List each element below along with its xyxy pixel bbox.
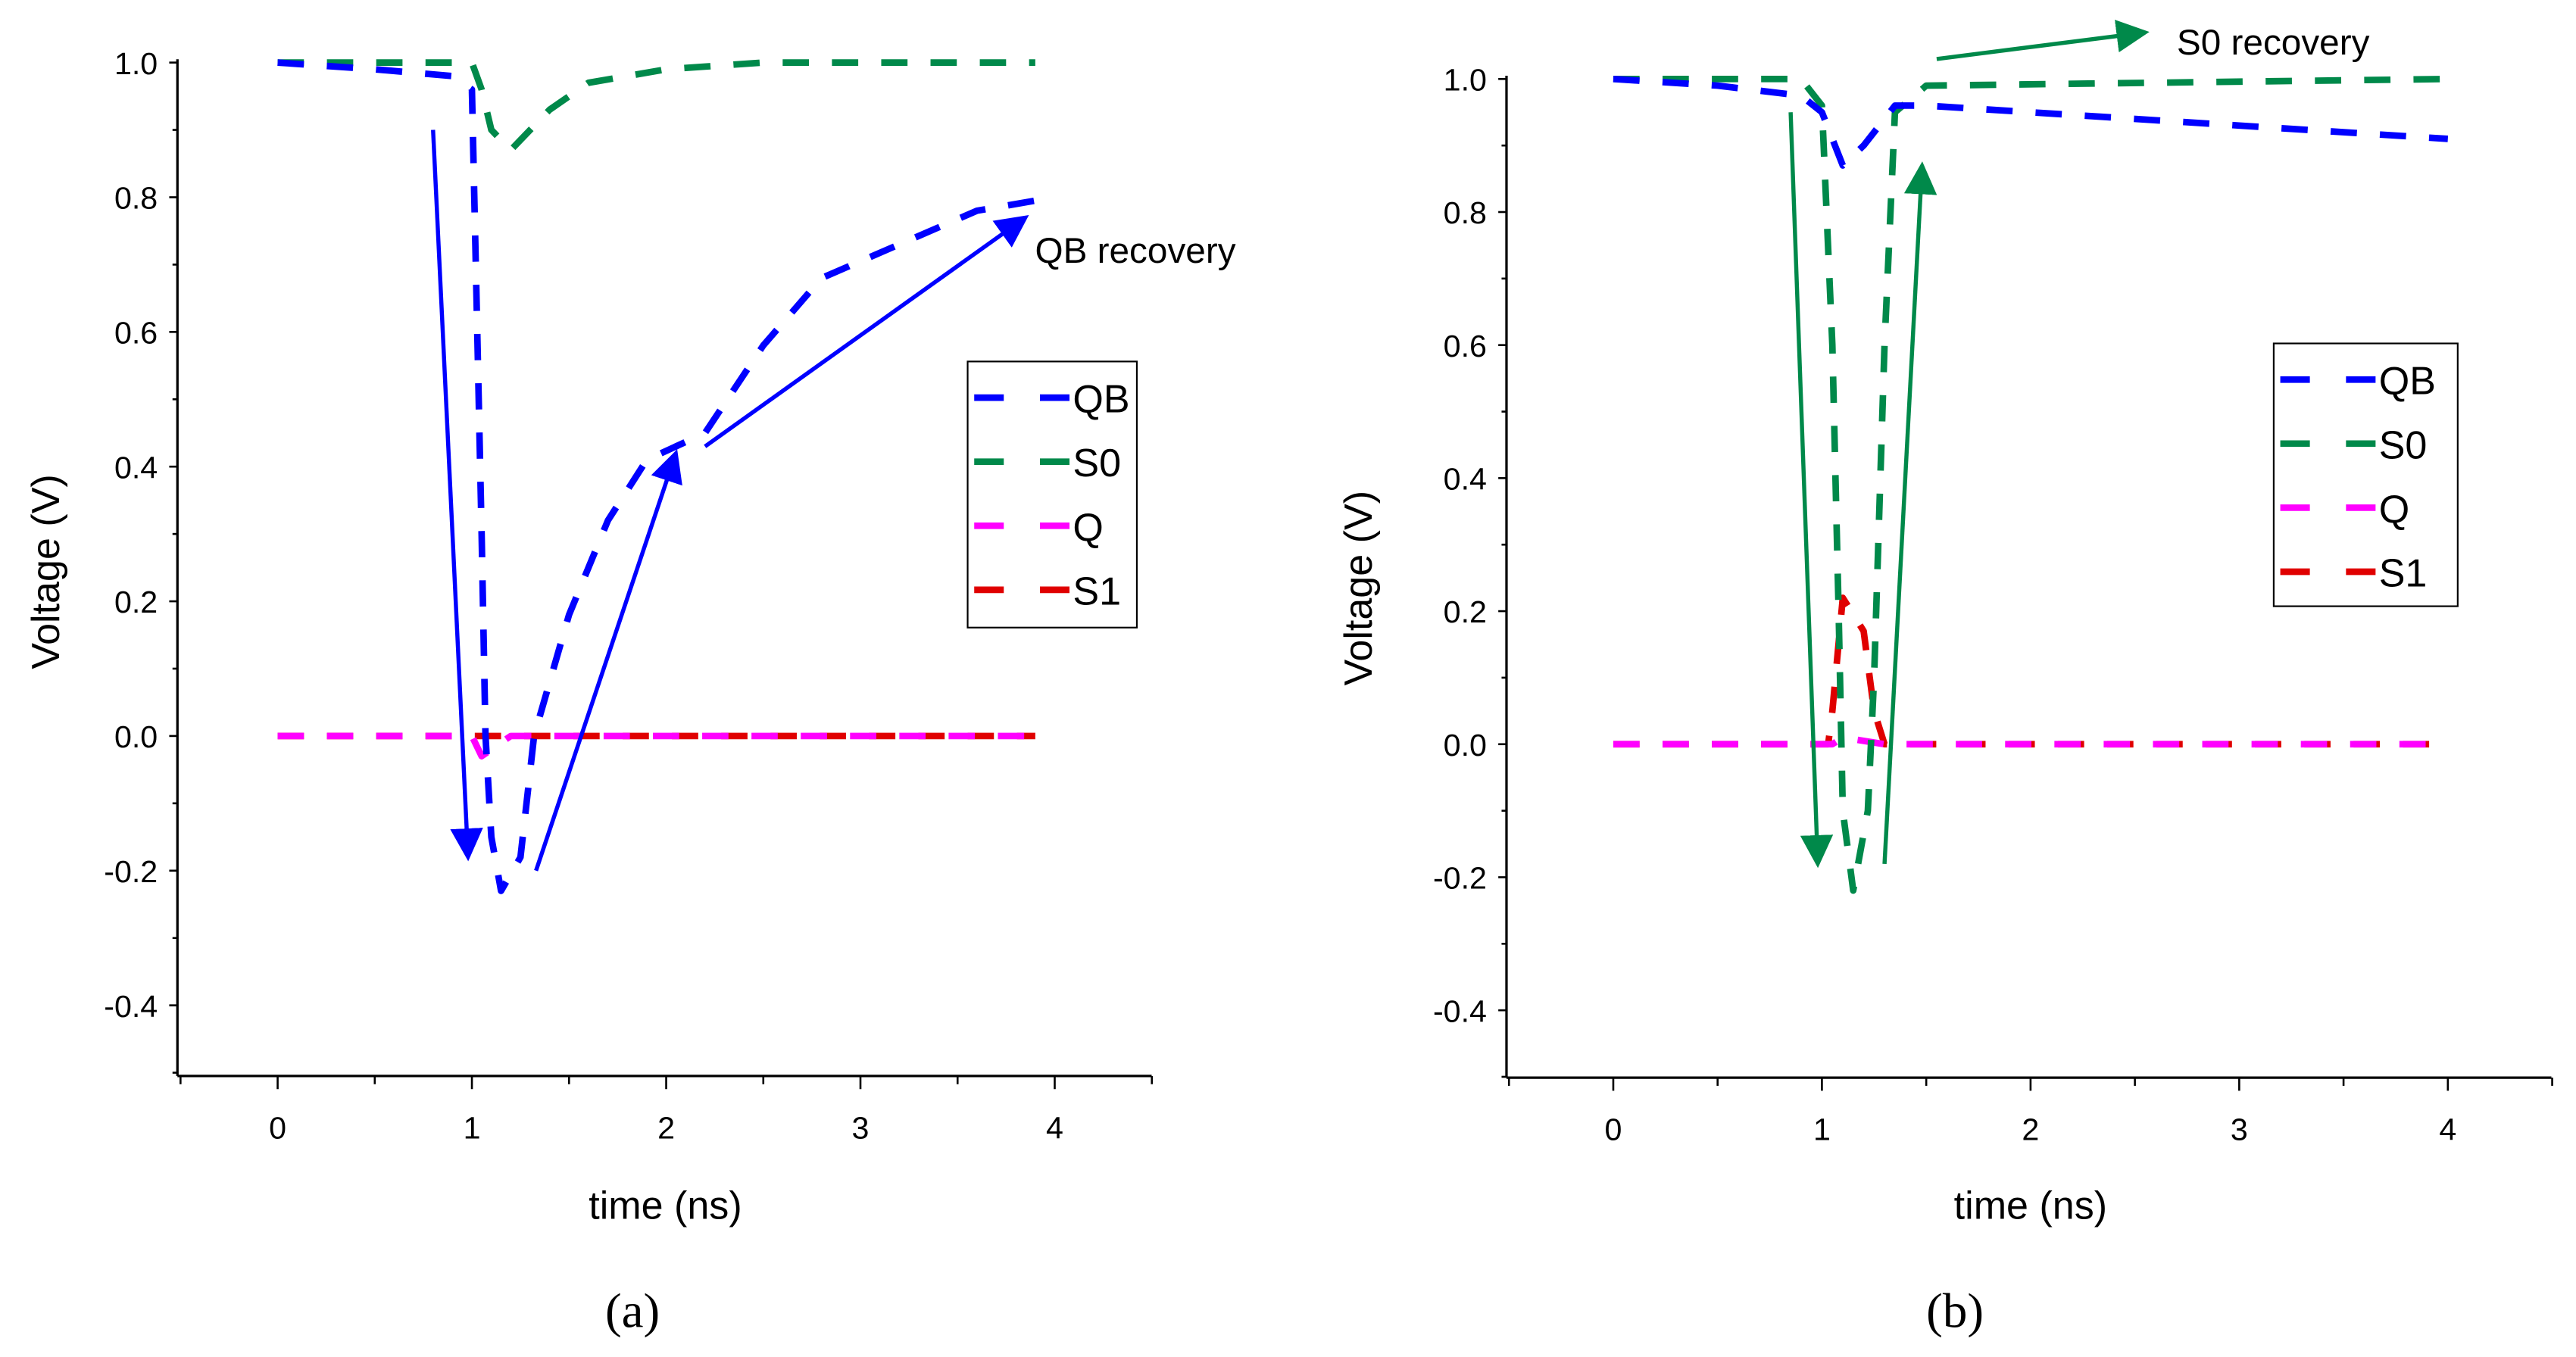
x-tick-label: 1 [1813,1112,1831,1146]
y-tick-label: -0.2 [1433,861,1487,896]
series-line-s0 [277,59,1035,154]
series-line-q [1613,734,2448,748]
legend-label: Q [1073,506,1103,550]
x-tick-label: 2 [2022,1112,2039,1146]
annotation-arrow [704,215,1029,448]
annotation-arrow [1936,20,2150,61]
y-axis-label: Voltage (V) [24,474,68,669]
y-tick-label: 0.6 [1444,329,1487,363]
y-tick-label: 0.4 [114,450,158,485]
panel-caption: (b) [1926,1284,1984,1339]
y-tick-label: 1.0 [1444,62,1487,97]
x-axis-label: time (ns) [1954,1184,2107,1228]
y-tick-label: 0.6 [114,316,158,351]
legend-label: S0 [2379,423,2428,467]
x-axis-label: time (ns) [589,1184,742,1228]
annotation-arrow [1788,112,1834,869]
y-tick-label: -0.2 [104,854,158,889]
annotation-arrow [1882,161,1937,865]
legend-label: S1 [2379,552,2428,596]
series-line-qb [1613,75,2449,169]
legend: QB S0 Q S1 [966,360,1138,629]
y-tick-label: 1.0 [114,46,158,81]
annotation-text: S0 recovery [2177,23,2370,63]
x-tick-label: 4 [1046,1110,1063,1145]
series-line-qb [277,59,1056,894]
y-tick-label: 0.2 [114,585,158,619]
x-tick-label: 2 [657,1110,675,1145]
legend-label: Q [2379,488,2409,532]
series-line-s0 [1613,75,2448,894]
legend-label: QB [1073,378,1129,422]
legend-box [966,360,1138,629]
panel-caption: (a) [605,1284,660,1339]
y-tick-label: 0.0 [1444,728,1487,763]
y-tick-label: 0.8 [114,181,158,216]
annotation-text: QB recovery [1035,231,1235,271]
y-tick-label: -0.4 [104,989,158,1024]
legend-label: S0 [1073,441,1121,485]
y-tick-label: 0.8 [1444,195,1487,230]
legend-box [2272,342,2459,607]
x-tick-label: 3 [852,1110,870,1145]
series-line-s1 [1613,594,2448,748]
annotation-arrow [534,449,682,872]
y-tick-label: -0.4 [1433,994,1487,1028]
annotation-arrow [431,129,483,862]
legend-label: QB [2379,360,2436,404]
x-tick-label: 0 [269,1110,286,1145]
x-tick-label: 1 [464,1110,481,1145]
legend-label: S1 [1073,569,1121,613]
y-tick-label: 0.0 [114,719,158,754]
series-line-q [277,732,1035,760]
x-tick-label: 3 [2231,1112,2248,1146]
y-tick-label: 0.4 [1444,462,1487,497]
y-tick-label: 0.2 [1444,594,1487,629]
x-tick-label: 0 [1605,1112,1622,1146]
legend: QB S0 Q S1 [2272,342,2459,607]
x-tick-label: 4 [2439,1112,2456,1146]
y-axis-label: Voltage (V) [1337,491,1381,686]
chart-a: 1.0 0.8 0.6 0.4 0.2 0.0 -0.2 -0.4 0 1 2 3 4 time (ns)… [24,46,1236,1339]
chart-b: 1.0 0.8 0.6 0.4 0.2 0.0 -0.2 -0.4 0 1 2 3 4 time (ns)… [1337,20,2553,1339]
